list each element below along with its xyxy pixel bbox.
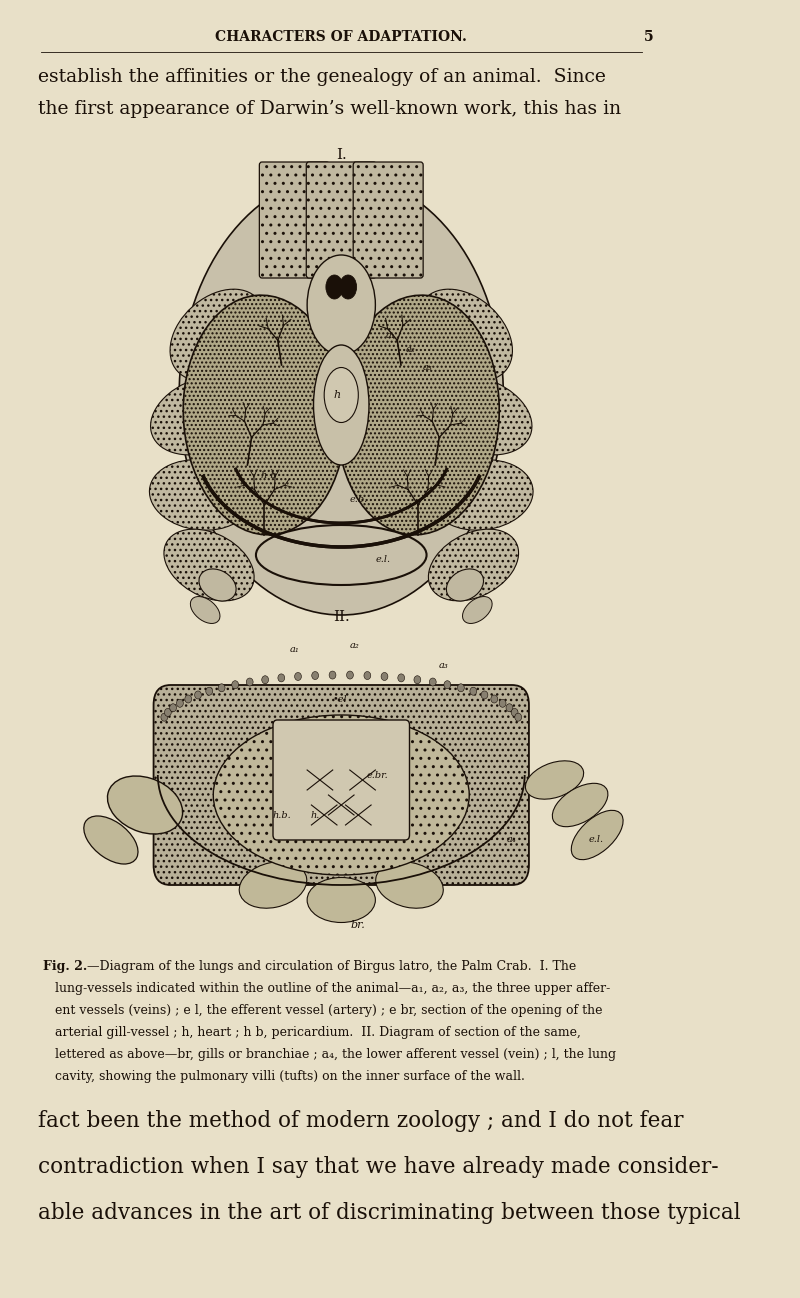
Text: arterial gill-vessel ; h, heart ; h b, pericardium.  II. Diagram of section of t: arterial gill-vessel ; h, heart ; h b, p… (55, 1025, 582, 1038)
Circle shape (161, 713, 168, 722)
Ellipse shape (339, 275, 357, 299)
Text: h.b.: h.b. (272, 810, 291, 819)
Text: •el: •el (333, 696, 347, 705)
Circle shape (165, 709, 171, 716)
Ellipse shape (446, 569, 483, 601)
Circle shape (430, 678, 436, 687)
Circle shape (170, 704, 177, 711)
Ellipse shape (179, 175, 503, 615)
Text: a₂: a₂ (406, 345, 415, 354)
Ellipse shape (84, 816, 138, 864)
Ellipse shape (183, 295, 346, 535)
Ellipse shape (326, 275, 343, 299)
Circle shape (444, 680, 450, 689)
Text: lung-vessels indicated within the outline of the animal—a₁, a₂, a₃, the three up: lung-vessels indicated within the outlin… (55, 983, 610, 996)
Ellipse shape (199, 569, 236, 601)
Text: lettered as above—br, gills or branchiae ; a₄, the lower afferent vessel (vein) : lettered as above—br, gills or branchiae… (55, 1047, 617, 1060)
Circle shape (194, 691, 202, 698)
Ellipse shape (170, 289, 265, 380)
Ellipse shape (423, 375, 532, 454)
Text: a₄: a₄ (507, 836, 517, 845)
Text: able advances in the art of discriminating between those typical: able advances in the art of discriminati… (38, 1202, 741, 1224)
FancyBboxPatch shape (154, 685, 529, 885)
Ellipse shape (150, 375, 259, 454)
Circle shape (206, 687, 213, 696)
Ellipse shape (337, 295, 499, 535)
Ellipse shape (552, 783, 608, 827)
Circle shape (312, 671, 318, 680)
Text: ent vessels (veins) ; e l, the efferent vessel (artery) ; e br, section of the o: ent vessels (veins) ; e l, the efferent … (55, 1003, 603, 1018)
Text: a₃: a₃ (422, 362, 432, 371)
Text: 5: 5 (643, 30, 653, 44)
FancyBboxPatch shape (306, 162, 376, 278)
Circle shape (511, 709, 518, 716)
FancyBboxPatch shape (273, 720, 410, 840)
Ellipse shape (571, 810, 623, 859)
Text: e.br.: e.br. (367, 771, 389, 780)
Ellipse shape (431, 459, 533, 531)
Ellipse shape (150, 459, 251, 531)
Circle shape (177, 700, 183, 707)
Ellipse shape (324, 367, 358, 423)
Ellipse shape (418, 289, 513, 380)
Text: fact been the method of modern zoology ; and I do not fear: fact been the method of modern zoology ;… (38, 1110, 684, 1132)
Text: I.: I. (336, 148, 346, 162)
Text: a₃: a₃ (438, 661, 449, 670)
Text: establish the affinities or the genealogy of an animal.  Since: establish the affinities or the genealog… (38, 67, 606, 86)
Circle shape (470, 687, 477, 696)
FancyBboxPatch shape (259, 162, 330, 278)
Circle shape (185, 694, 192, 704)
Text: h: h (334, 389, 341, 400)
Ellipse shape (239, 862, 306, 909)
Ellipse shape (107, 776, 182, 835)
Ellipse shape (190, 597, 220, 623)
Text: a₂: a₂ (349, 640, 359, 649)
Text: h.: h. (311, 810, 320, 819)
Text: e.l.: e.l. (375, 556, 390, 565)
Ellipse shape (314, 345, 369, 465)
Ellipse shape (428, 530, 518, 601)
Ellipse shape (307, 877, 375, 923)
Circle shape (262, 676, 269, 684)
Text: cavity, showing the pulmonary villi (tufts) on the inner surface of the wall.: cavity, showing the pulmonary villi (tuf… (55, 1070, 526, 1083)
Circle shape (506, 704, 513, 711)
Text: a₁: a₁ (290, 645, 299, 654)
Ellipse shape (214, 715, 470, 875)
Text: contradiction when I say that we have already made consider-: contradiction when I say that we have al… (38, 1157, 719, 1179)
Circle shape (458, 684, 464, 692)
FancyBboxPatch shape (353, 162, 423, 278)
Text: br.: br. (351, 920, 366, 929)
Text: CHARACTERS OF ADAPTATION.: CHARACTERS OF ADAPTATION. (215, 30, 467, 44)
Circle shape (294, 672, 302, 680)
Circle shape (218, 684, 225, 692)
Circle shape (346, 671, 354, 679)
Circle shape (381, 672, 388, 680)
Ellipse shape (376, 862, 443, 909)
Circle shape (246, 678, 253, 687)
Circle shape (414, 676, 421, 684)
Text: e.b.: e.b. (350, 496, 368, 505)
Ellipse shape (164, 530, 254, 601)
Text: h b: h b (261, 470, 277, 479)
Ellipse shape (462, 597, 492, 623)
Text: e.l.: e.l. (589, 836, 604, 845)
Text: a₁: a₁ (386, 331, 395, 340)
Text: II.: II. (333, 610, 350, 624)
Text: the first appearance of Darwin’s well-known work, this has in: the first appearance of Darwin’s well-kn… (38, 100, 622, 118)
Circle shape (278, 674, 285, 681)
Circle shape (329, 671, 336, 679)
Circle shape (481, 691, 488, 698)
Text: —Diagram of the lungs and circulation of Birgus latro, the Palm Crab.  I. The: —Diagram of the lungs and circulation of… (87, 961, 576, 974)
Circle shape (491, 694, 498, 704)
Circle shape (398, 674, 405, 681)
Circle shape (364, 671, 370, 680)
Circle shape (499, 700, 506, 707)
Ellipse shape (307, 254, 375, 354)
Circle shape (232, 680, 238, 689)
Circle shape (514, 713, 522, 722)
Text: Fig. 2.: Fig. 2. (42, 961, 87, 974)
Ellipse shape (526, 761, 584, 800)
